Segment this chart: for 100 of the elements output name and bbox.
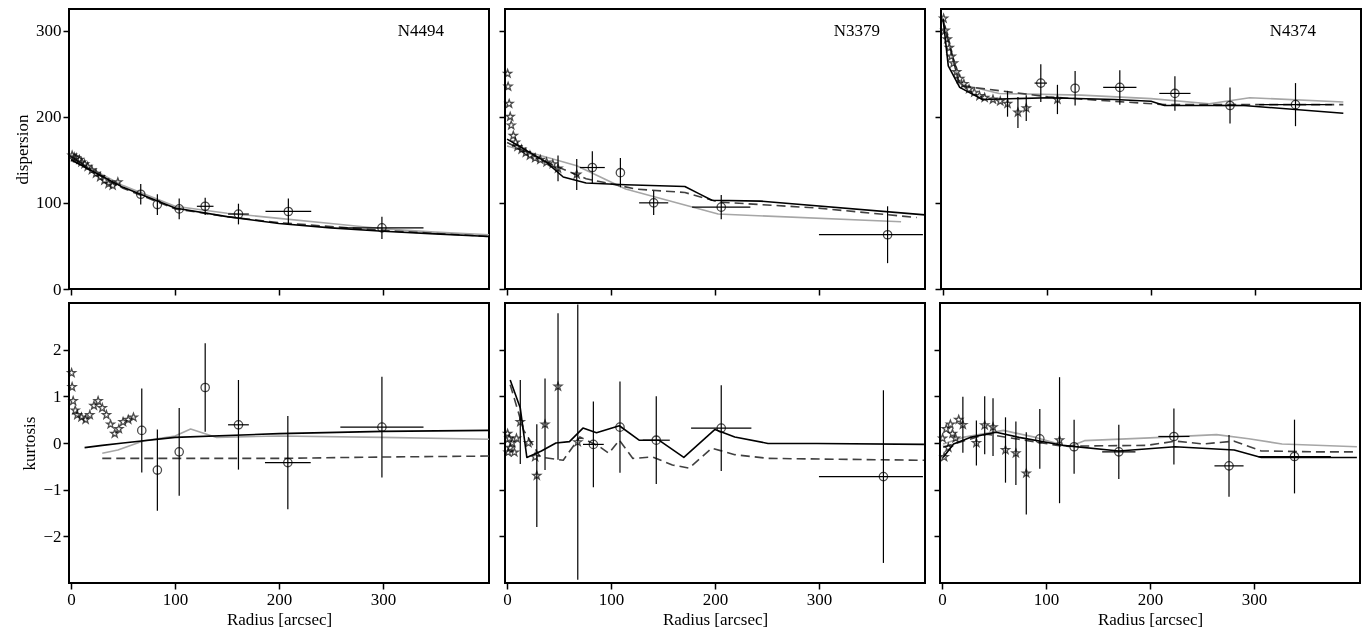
point (615, 167, 626, 178)
point (587, 162, 598, 173)
x-tick-label: 100 (598, 589, 625, 609)
point (510, 137, 521, 147)
point (1289, 451, 1300, 462)
point (108, 180, 118, 190)
point (1013, 107, 1023, 117)
point (1052, 94, 1063, 104)
point (507, 438, 517, 448)
text: N4374 (1269, 21, 1317, 40)
point (648, 198, 659, 208)
x-tick-label: 300 (1241, 589, 1268, 609)
point (946, 51, 957, 61)
x-axis-title: Radius [arcsec] (226, 609, 333, 628)
point (504, 433, 514, 443)
point (937, 433, 948, 443)
point (716, 202, 727, 212)
point (535, 154, 545, 164)
point (532, 470, 542, 480)
point (283, 206, 294, 217)
point (939, 452, 949, 462)
point (136, 425, 147, 436)
point (948, 58, 959, 68)
point (950, 433, 961, 443)
point (66, 368, 77, 378)
point (1225, 100, 1235, 111)
point (81, 414, 91, 424)
point (505, 442, 515, 452)
point (91, 168, 101, 178)
x-axis-title: Radius [arcsec] (1097, 609, 1204, 628)
point (1113, 447, 1124, 457)
point (530, 452, 540, 462)
point (955, 73, 965, 83)
y-tick-label: 0 (53, 433, 62, 453)
point (942, 34, 952, 44)
point (951, 67, 962, 76)
point (502, 428, 513, 438)
text: N3379 (833, 21, 880, 40)
point (588, 439, 599, 450)
point (118, 417, 128, 427)
point (1002, 98, 1013, 108)
y-axis-title: dispersion (13, 114, 32, 185)
point (503, 81, 513, 91)
point (70, 405, 80, 415)
point (964, 84, 974, 94)
y-tick-label: 0 (53, 279, 62, 299)
point (97, 403, 107, 413)
point (572, 169, 582, 179)
point (283, 457, 293, 468)
x-tick-label: 100 (162, 589, 189, 609)
point (87, 165, 97, 175)
point (1170, 88, 1180, 99)
point (128, 412, 139, 422)
point (947, 428, 958, 438)
point (515, 417, 525, 427)
point (971, 438, 982, 448)
point (93, 396, 103, 406)
x-tick-label: 0 (938, 589, 947, 609)
point (152, 199, 163, 210)
y-tick-label: 100 (36, 193, 62, 213)
y-tick-label: 300 (36, 21, 62, 41)
point (941, 424, 951, 434)
point (99, 175, 109, 185)
point (511, 433, 522, 443)
point (1290, 99, 1301, 110)
point (940, 25, 950, 35)
point (541, 157, 552, 167)
point (1114, 82, 1125, 93)
point (504, 98, 514, 108)
point (615, 422, 625, 432)
point (521, 148, 531, 157)
y-tick-label: −1 (43, 480, 62, 500)
point (101, 410, 112, 420)
y-tick-label: 2 (53, 340, 62, 360)
point (988, 422, 998, 432)
point (958, 419, 968, 429)
point (200, 382, 211, 393)
point (83, 161, 93, 171)
point (1011, 448, 1021, 458)
point (716, 423, 727, 433)
point (110, 428, 120, 438)
point (174, 447, 185, 457)
point (105, 419, 116, 429)
point (651, 435, 662, 446)
point (506, 120, 516, 130)
point (988, 94, 998, 104)
x-axis-title: Radius [arcsec] (662, 609, 769, 628)
point (95, 172, 105, 182)
point (233, 419, 244, 430)
point (1169, 431, 1179, 442)
point (113, 177, 123, 187)
point (233, 209, 244, 219)
point (980, 92, 990, 102)
point (103, 179, 114, 188)
x-tick-label: 100 (1033, 589, 1060, 609)
point (508, 130, 518, 140)
point (505, 111, 515, 121)
y-tick-label: 1 (53, 386, 62, 406)
x-tick-label: 200 (1137, 589, 1164, 609)
point (969, 87, 979, 97)
